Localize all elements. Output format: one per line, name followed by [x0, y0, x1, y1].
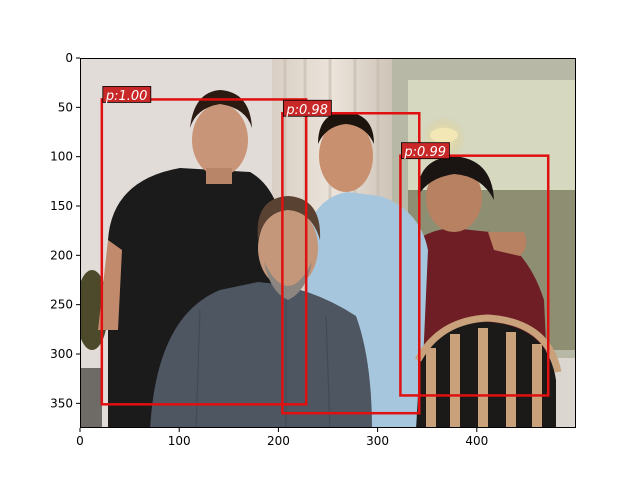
detection-label: p:0.99 — [403, 145, 446, 160]
y-tick-label: 0 — [65, 51, 73, 65]
detection-label-bg — [102, 86, 152, 103]
y-tick-label: 300 — [50, 347, 73, 361]
detection-label: p:1.00 — [105, 89, 148, 104]
axes-frame — [80, 58, 576, 428]
x-tick-label: 100 — [168, 434, 191, 448]
x-tick-label: 400 — [465, 434, 488, 448]
y-tick-label: 100 — [50, 150, 73, 164]
y-tick-label: 250 — [50, 298, 73, 312]
y-tick-label: 150 — [50, 199, 73, 213]
detection-boxes: p:1.00 p:0.98 p:0.99 — [100, 86, 550, 415]
y-tick-label: 350 — [50, 396, 73, 410]
y-axis-ticks: 0 50 100 150 200 250 300 350 — [50, 51, 80, 410]
detection-label-bg — [282, 99, 332, 117]
y-tick-label: 50 — [58, 100, 73, 114]
x-tick-label: 0 — [76, 434, 84, 448]
y-tick-label: 200 — [50, 248, 73, 262]
detection-box — [399, 154, 550, 397]
detection-label-bg — [401, 142, 450, 160]
x-tick-label: 200 — [267, 434, 290, 448]
detection-box — [281, 112, 421, 415]
x-axis-ticks: 0 100 200 300 400 — [76, 428, 488, 448]
x-tick-label: 300 — [366, 434, 389, 448]
detection-label: p:0.98 — [285, 103, 328, 118]
detection-box — [100, 98, 308, 406]
